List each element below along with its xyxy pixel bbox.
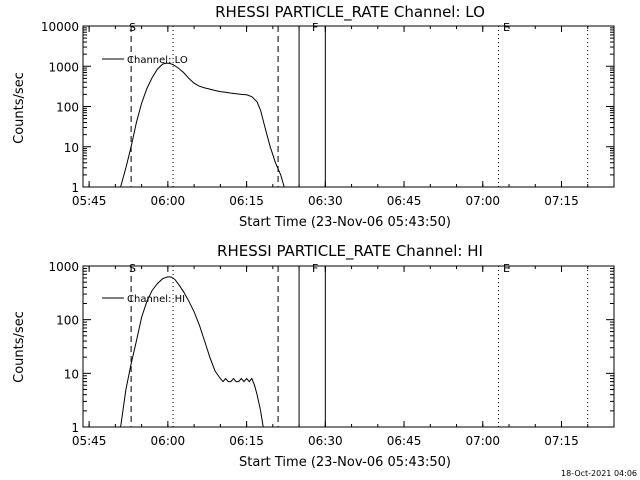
x-tick-label: 07:00 bbox=[465, 194, 500, 208]
y-tick-label: 100 bbox=[56, 314, 79, 328]
x-tick-label: 07:00 bbox=[465, 434, 500, 448]
flag-label-saa: F bbox=[312, 21, 318, 34]
y-axis-label: Counts/sec bbox=[12, 72, 27, 144]
chart-panel-hi: RHESSI PARTICLE_RATE Channel: HI Start T… bbox=[12, 242, 615, 470]
flag-label-start: S bbox=[129, 21, 136, 34]
plot-frame bbox=[82, 265, 615, 428]
x-axis-label: Start Time (23-Nov-06 05:43:50) bbox=[239, 215, 451, 230]
chart-title: RHESSI PARTICLE_RATE Channel: HI bbox=[217, 242, 483, 261]
y-tick-label: 1 bbox=[71, 421, 79, 435]
y-tick-label: 10 bbox=[64, 141, 79, 155]
y-tick-label: 10000 bbox=[41, 20, 79, 34]
y-axis-label: Counts/sec bbox=[12, 311, 27, 383]
x-axis-label: Start Time (23-Nov-06 05:43:50) bbox=[239, 455, 451, 470]
chart-panel-lo: RHESSI PARTICLE_RATE Channel: LO Start T… bbox=[12, 3, 615, 230]
flag-label-saa: F bbox=[312, 262, 318, 275]
y-tick-label: 100 bbox=[56, 101, 79, 115]
x-tick-label: 06:45 bbox=[387, 434, 422, 448]
plot-frame bbox=[82, 25, 615, 188]
y-tick-label: 1000 bbox=[48, 60, 79, 74]
x-tick-label: 06:15 bbox=[229, 434, 264, 448]
x-tick-label: 06:00 bbox=[151, 194, 186, 208]
flag-label-eclipse: E bbox=[503, 262, 510, 275]
chart-title: RHESSI PARTICLE_RATE Channel: LO bbox=[215, 3, 485, 22]
y-tick-label: 10 bbox=[64, 367, 79, 381]
flag-label-eclipse: E bbox=[503, 21, 510, 34]
series-line bbox=[120, 62, 285, 188]
x-tick-label: 05:45 bbox=[72, 194, 107, 208]
y-tick-label: 1 bbox=[71, 181, 79, 195]
x-tick-label: 06:30 bbox=[308, 194, 343, 208]
x-tick-label: 06:30 bbox=[308, 434, 343, 448]
flag-label-start: S bbox=[129, 262, 136, 275]
generation-timestamp: 18-Oct-2021 04:06 bbox=[561, 469, 637, 478]
series-line bbox=[120, 276, 264, 428]
legend-label: Channel: LO bbox=[127, 55, 188, 66]
x-tick-label: 06:00 bbox=[151, 434, 186, 448]
legend-label: Channel: HI bbox=[127, 294, 185, 305]
x-tick-label: 05:45 bbox=[72, 434, 107, 448]
x-tick-label: 06:15 bbox=[229, 194, 264, 208]
x-tick-label: 07:15 bbox=[544, 194, 579, 208]
y-tick-label: 1000 bbox=[48, 260, 79, 274]
x-tick-label: 06:45 bbox=[387, 194, 422, 208]
x-tick-label: 07:15 bbox=[544, 434, 579, 448]
